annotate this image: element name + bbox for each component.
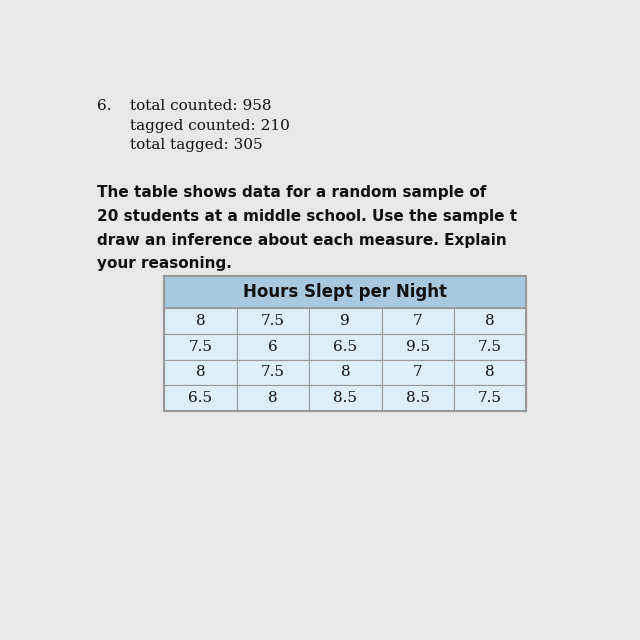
Text: The table shows data for a random sample of: The table shows data for a random sample… <box>97 185 487 200</box>
Text: 8.5: 8.5 <box>406 391 430 405</box>
Text: 8: 8 <box>485 365 495 380</box>
Text: 7: 7 <box>413 314 422 328</box>
FancyBboxPatch shape <box>309 334 381 360</box>
Text: draw an inference about each measure. Explain: draw an inference about each measure. Ex… <box>97 232 507 248</box>
Text: tagged counted: 210: tagged counted: 210 <box>129 118 289 132</box>
Text: 7.5: 7.5 <box>189 340 212 354</box>
Text: 8: 8 <box>485 314 495 328</box>
FancyBboxPatch shape <box>381 308 454 334</box>
FancyBboxPatch shape <box>381 385 454 411</box>
FancyBboxPatch shape <box>164 385 237 411</box>
Text: 20 students at a middle school. Use the sample t: 20 students at a middle school. Use the … <box>97 209 518 224</box>
FancyBboxPatch shape <box>237 360 309 385</box>
Text: 8: 8 <box>340 365 350 380</box>
Text: 9.5: 9.5 <box>406 340 430 354</box>
FancyBboxPatch shape <box>309 360 381 385</box>
Text: 8.5: 8.5 <box>333 391 357 405</box>
Text: total counted: 958: total counted: 958 <box>129 99 271 113</box>
Text: your reasoning.: your reasoning. <box>97 256 232 271</box>
Text: 7.5: 7.5 <box>478 340 502 354</box>
Text: 6: 6 <box>268 340 278 354</box>
FancyBboxPatch shape <box>237 334 309 360</box>
FancyBboxPatch shape <box>164 334 237 360</box>
FancyBboxPatch shape <box>309 385 381 411</box>
Text: 8: 8 <box>196 365 205 380</box>
Text: 8: 8 <box>268 391 278 405</box>
Text: 6.5: 6.5 <box>333 340 357 354</box>
Text: 7.5: 7.5 <box>261 314 285 328</box>
Text: 7: 7 <box>413 365 422 380</box>
FancyBboxPatch shape <box>237 308 309 334</box>
FancyBboxPatch shape <box>164 308 237 334</box>
FancyBboxPatch shape <box>381 334 454 360</box>
FancyBboxPatch shape <box>164 276 527 308</box>
Text: 7.5: 7.5 <box>478 391 502 405</box>
FancyBboxPatch shape <box>454 385 527 411</box>
FancyBboxPatch shape <box>237 385 309 411</box>
FancyBboxPatch shape <box>309 308 381 334</box>
FancyBboxPatch shape <box>454 360 527 385</box>
FancyBboxPatch shape <box>454 308 527 334</box>
Text: 6.5: 6.5 <box>188 391 212 405</box>
FancyBboxPatch shape <box>381 360 454 385</box>
Text: 8: 8 <box>196 314 205 328</box>
Text: 9: 9 <box>340 314 350 328</box>
Text: 7.5: 7.5 <box>261 365 285 380</box>
FancyBboxPatch shape <box>454 334 527 360</box>
FancyBboxPatch shape <box>164 360 237 385</box>
Text: Hours Slept per Night: Hours Slept per Night <box>243 284 447 301</box>
Text: 6.: 6. <box>97 99 112 113</box>
Text: total tagged: 305: total tagged: 305 <box>129 138 262 152</box>
